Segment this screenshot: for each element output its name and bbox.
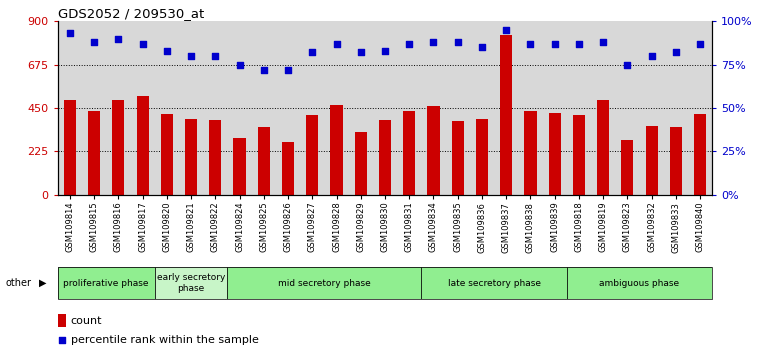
Point [548,41,561,47]
Bar [427,106,440,195]
Text: late secretory phase: late secretory phase [447,279,541,288]
Bar [403,111,415,195]
Bar [379,120,391,195]
Point [573,41,585,47]
Text: ambiguous phase: ambiguous phase [600,279,680,288]
Bar [670,127,682,195]
Point [355,50,367,55]
Point [185,53,197,59]
Point [233,62,246,68]
Bar [421,267,567,299]
Bar [233,138,246,195]
Bar [621,140,634,195]
Point [694,41,706,47]
Bar [58,314,66,327]
Text: ▶: ▶ [38,278,46,288]
Bar [64,100,76,195]
Bar [355,132,367,195]
Text: proliferative phase: proliferative phase [63,279,149,288]
Bar [88,111,100,195]
Bar [227,267,421,299]
Point [306,50,319,55]
Bar [330,105,343,195]
Bar [573,115,585,195]
Text: percentile rank within the sample: percentile rank within the sample [71,335,259,345]
Bar [567,267,712,299]
Bar [209,120,222,195]
Bar [306,115,318,195]
Point [88,39,100,45]
Point [451,39,464,45]
Point [597,39,609,45]
Bar [597,100,609,195]
Point [379,48,391,53]
Bar [548,113,561,195]
Point [645,53,658,59]
Point [161,48,173,53]
Bar [185,119,197,195]
Point [670,50,682,55]
Point [282,67,294,73]
Bar [282,142,294,195]
Text: mid secretory phase: mid secretory phase [278,279,371,288]
Text: early secretory
phase: early secretory phase [157,274,226,293]
Point [209,53,222,59]
Text: GDS2052 / 209530_at: GDS2052 / 209530_at [58,7,204,20]
Bar [500,35,512,195]
Bar [136,96,149,195]
Bar [476,119,488,195]
Point [500,27,512,33]
Bar [161,114,173,195]
Bar [645,126,658,195]
Point [64,30,76,36]
Point [55,337,68,343]
Point [112,36,125,41]
Bar [258,127,269,195]
Bar [452,121,464,195]
Point [427,39,440,45]
Text: other: other [5,278,32,288]
Point [476,45,488,50]
Bar [524,111,537,195]
Point [136,41,149,47]
Bar [112,100,125,195]
Point [524,41,537,47]
Point [330,41,343,47]
Text: count: count [71,316,102,326]
Bar [58,267,155,299]
Point [621,62,634,68]
Bar [155,267,227,299]
Bar [694,114,706,195]
Point [258,67,270,73]
Point [403,41,415,47]
